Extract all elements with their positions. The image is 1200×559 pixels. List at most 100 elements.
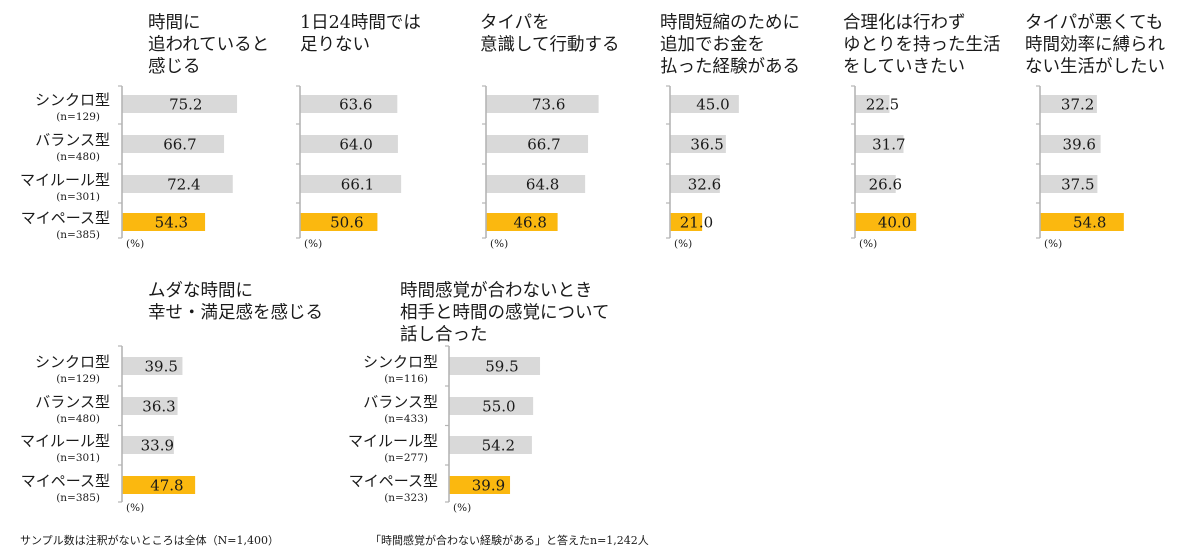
data-label: 50.6 [330, 214, 363, 232]
chart-title-line: 追われていると [148, 35, 269, 55]
category-label: マイペース型 [21, 472, 110, 490]
chart-title-line: 意識して行動する [480, 35, 619, 55]
data-label: 75.2 [169, 96, 202, 114]
category-label: バランス型 [35, 393, 110, 411]
sample-note: サンプル数は注釈がないところは全体（N=1,400） [20, 533, 279, 547]
data-label: 33.9 [141, 437, 174, 455]
sample-size-label: (n=116) [384, 373, 428, 385]
bar [855, 95, 890, 113]
chart-title-line: 幸せ・満足感を感じる [148, 303, 323, 323]
category-label: シンクロ型 [363, 353, 438, 371]
sample-size-label: (n=480) [56, 151, 100, 163]
bar [670, 135, 726, 153]
sample-size-label: (n=385) [56, 492, 100, 504]
category-label: マイペース型 [21, 209, 110, 227]
chart-title-line: 足りない [300, 35, 370, 55]
chart-title-line: 時間感覚が合わないとき [400, 281, 593, 301]
data-label: 39.6 [1063, 136, 1096, 154]
category-label: バランス型 [363, 393, 438, 411]
sample-size-label: (n=480) [56, 413, 100, 425]
data-label: 32.6 [688, 176, 721, 194]
chart-title-line: タイパが悪くても [1025, 13, 1163, 33]
category-label: シンクロ型 [35, 91, 110, 109]
bar [122, 213, 206, 231]
sample-size-label: (n=301) [56, 191, 100, 203]
data-label: 66.7 [163, 136, 196, 154]
chart-title-line: 時間効率に縛られ [1025, 35, 1165, 55]
bar [449, 397, 534, 415]
data-label: 21.0 [680, 214, 713, 232]
data-label: 46.8 [514, 214, 547, 232]
bar [855, 135, 904, 153]
data-label: 26.6 [869, 176, 902, 194]
sample-size-label: (n=323) [384, 492, 428, 504]
data-label: 39.5 [144, 358, 177, 376]
data-label: 66.7 [527, 136, 560, 154]
unit-label: (%) [674, 238, 692, 250]
chart-title-line: 時間短縮のために [660, 13, 800, 33]
sample-size-label: (n=433) [384, 413, 428, 425]
data-label: 22.5 [866, 96, 899, 114]
data-label: 36.5 [690, 136, 723, 154]
sample-size-label: (n=385) [56, 229, 100, 241]
bar [486, 213, 558, 231]
sample-size-label: (n=129) [56, 111, 100, 123]
data-label: 54.2 [482, 437, 515, 455]
bar [122, 397, 178, 415]
chart-title-line: 1日24時間では [300, 13, 421, 33]
bar [300, 213, 378, 231]
data-label: 55.0 [482, 398, 515, 416]
bar [300, 135, 398, 153]
data-label: 54.3 [155, 214, 188, 232]
category-label: マイルール型 [348, 432, 438, 450]
bar [122, 95, 238, 113]
bar [300, 175, 402, 193]
unit-label: (%) [453, 502, 471, 514]
data-label: 39.9 [472, 477, 505, 495]
chart-title-line: 払った経験がある [660, 57, 800, 77]
bar [122, 175, 233, 193]
bar [1040, 213, 1124, 231]
chart-title-line: 追加でお金を [660, 35, 765, 55]
bar [1040, 95, 1097, 113]
data-label: 63.6 [339, 96, 372, 114]
unit-label: (%) [1044, 238, 1062, 250]
bar [122, 476, 196, 494]
chart-title-line: 合理化は行わず [843, 13, 966, 33]
chart-title-line: 感じる [148, 57, 201, 77]
bar [855, 175, 896, 193]
data-label: 45.0 [696, 96, 729, 114]
unit-label: (%) [859, 238, 877, 250]
unit-label: (%) [126, 502, 144, 514]
unit-label: (%) [304, 238, 322, 250]
bar [670, 213, 703, 231]
chart-title-line: ムダな時間に [148, 281, 253, 301]
bar [670, 95, 739, 113]
bar [486, 135, 589, 153]
data-label: 64.8 [526, 176, 559, 194]
data-label: 73.6 [532, 96, 565, 114]
unit-label: (%) [490, 238, 508, 250]
bar [1040, 135, 1101, 153]
bar [670, 175, 720, 193]
category-label: マイルール型 [20, 432, 110, 450]
category-label: シンクロ型 [35, 353, 110, 371]
chart-title-line: 時間に [148, 13, 201, 33]
sample-size-label: (n=129) [56, 373, 100, 385]
bar [855, 213, 917, 231]
chart-title-line: タイパを [480, 13, 550, 33]
category-label: マイルール型 [20, 171, 110, 189]
data-label: 40.0 [878, 214, 911, 232]
bar [449, 476, 511, 494]
data-label: 72.4 [167, 176, 200, 194]
data-label: 37.2 [1061, 96, 1094, 114]
bar [122, 357, 183, 375]
bar [486, 175, 586, 193]
chart-title-line: ゆとりを持った生活 [843, 35, 1001, 55]
bar [449, 436, 532, 454]
data-label: 37.5 [1061, 176, 1094, 194]
chart-title-line: をしていきたい [843, 57, 965, 77]
data-label: 59.5 [485, 358, 518, 376]
chart-title-line: 話し合った [400, 325, 488, 345]
